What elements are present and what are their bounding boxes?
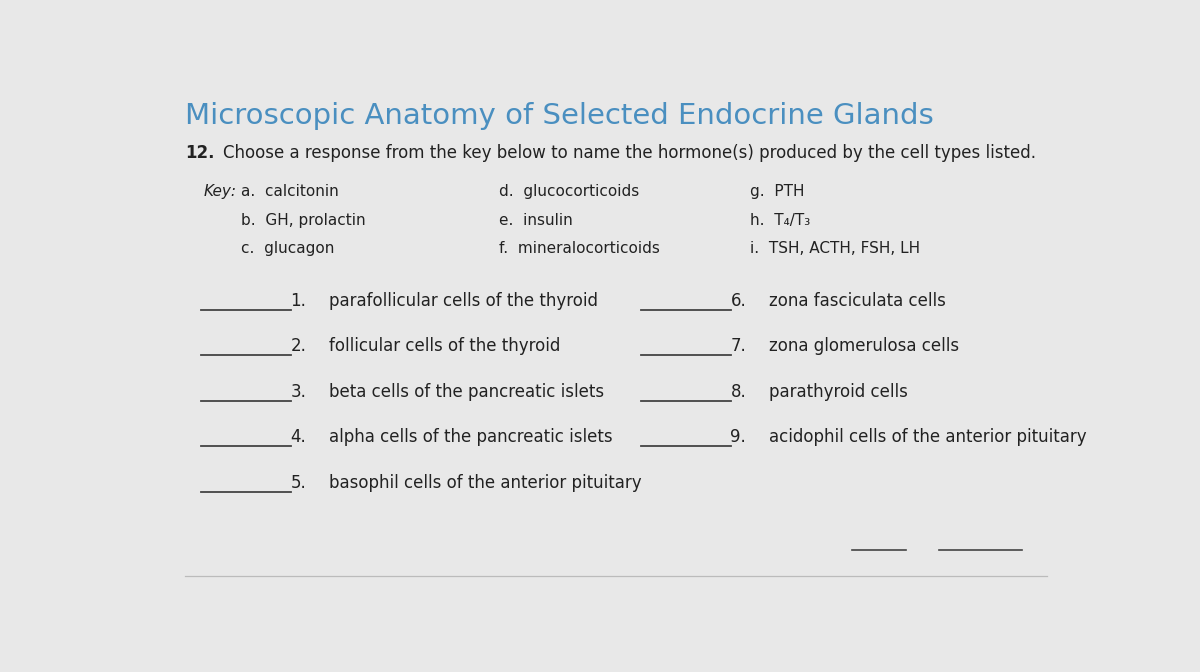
Text: 9.: 9. bbox=[731, 428, 746, 446]
Text: h.  T₄/T₃: h. T₄/T₃ bbox=[750, 212, 810, 228]
Text: parathyroid cells: parathyroid cells bbox=[769, 382, 908, 401]
Text: zona glomerulosa cells: zona glomerulosa cells bbox=[769, 337, 960, 355]
Text: Choose a response from the key below to name the hormone(s) produced by the cell: Choose a response from the key below to … bbox=[222, 144, 1036, 162]
Text: e.  insulin: e. insulin bbox=[499, 212, 572, 228]
Text: parafollicular cells of the thyroid: parafollicular cells of the thyroid bbox=[330, 292, 599, 310]
Text: alpha cells of the pancreatic islets: alpha cells of the pancreatic islets bbox=[330, 428, 613, 446]
Text: c.  glucagon: c. glucagon bbox=[241, 241, 335, 256]
Text: 6.: 6. bbox=[731, 292, 746, 310]
Text: Microscopic Anatomy of Selected Endocrine Glands: Microscopic Anatomy of Selected Endocrin… bbox=[185, 102, 934, 130]
Text: 7.: 7. bbox=[731, 337, 746, 355]
Text: b.  GH, prolactin: b. GH, prolactin bbox=[241, 212, 366, 228]
Text: basophil cells of the anterior pituitary: basophil cells of the anterior pituitary bbox=[330, 474, 642, 492]
Text: 12.: 12. bbox=[185, 144, 215, 162]
Text: 3.: 3. bbox=[290, 382, 306, 401]
Text: 1.: 1. bbox=[290, 292, 306, 310]
Text: g.  PTH: g. PTH bbox=[750, 184, 804, 199]
Text: 8.: 8. bbox=[731, 382, 746, 401]
Text: follicular cells of the thyroid: follicular cells of the thyroid bbox=[330, 337, 560, 355]
Text: a.  calcitonin: a. calcitonin bbox=[241, 184, 338, 199]
Text: 5.: 5. bbox=[290, 474, 306, 492]
Text: i.  TSH, ACTH, FSH, LH: i. TSH, ACTH, FSH, LH bbox=[750, 241, 920, 256]
Text: acidophil cells of the anterior pituitary: acidophil cells of the anterior pituitar… bbox=[769, 428, 1087, 446]
Text: Key:: Key: bbox=[204, 184, 236, 199]
Text: 2.: 2. bbox=[290, 337, 306, 355]
Text: d.  glucocorticoids: d. glucocorticoids bbox=[499, 184, 640, 199]
Text: beta cells of the pancreatic islets: beta cells of the pancreatic islets bbox=[330, 382, 605, 401]
Text: 4.: 4. bbox=[290, 428, 306, 446]
Text: f.  mineralocorticoids: f. mineralocorticoids bbox=[499, 241, 660, 256]
Text: zona fasciculata cells: zona fasciculata cells bbox=[769, 292, 947, 310]
